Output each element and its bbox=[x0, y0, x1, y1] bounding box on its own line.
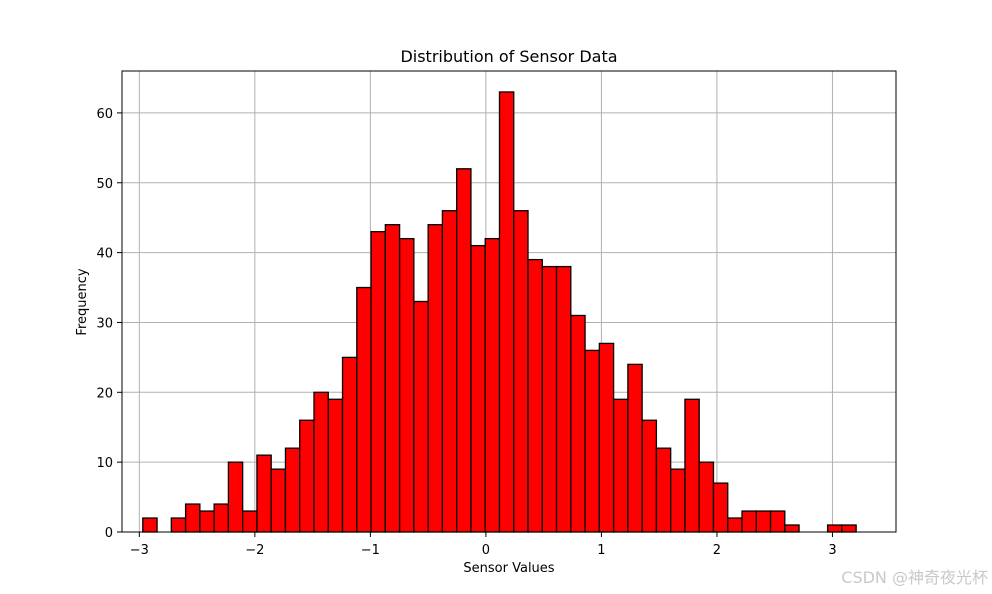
histogram-bar bbox=[341, 356, 358, 533]
histogram-bar bbox=[527, 258, 543, 533]
histogram-bar bbox=[641, 419, 658, 533]
histogram-bar bbox=[456, 168, 472, 533]
histogram-bar bbox=[370, 231, 386, 533]
histogram-bars bbox=[142, 91, 857, 533]
y-tick-label: 10 bbox=[96, 456, 113, 471]
histogram-bar bbox=[712, 482, 729, 533]
histogram-bar bbox=[727, 517, 743, 533]
histogram-bar bbox=[541, 265, 558, 533]
histogram-bar bbox=[199, 510, 215, 533]
histogram-bar bbox=[256, 454, 272, 533]
y-tick-label: 50 bbox=[96, 177, 113, 192]
histogram-bar bbox=[570, 314, 586, 533]
histogram-bar bbox=[555, 265, 572, 533]
histogram-bar bbox=[670, 468, 686, 533]
y-axis-label: Frequency bbox=[75, 268, 90, 335]
y-tick-label: 30 bbox=[96, 316, 113, 331]
histogram-bar bbox=[598, 342, 615, 533]
histogram-bar bbox=[170, 517, 187, 533]
histogram-bar bbox=[384, 224, 401, 533]
histogram-bar bbox=[784, 524, 800, 533]
histogram-bar bbox=[313, 391, 329, 533]
histogram-bar bbox=[227, 461, 244, 533]
x-tick-label: −1 bbox=[361, 543, 380, 558]
histogram-bar bbox=[684, 398, 700, 533]
chart-title: Distribution of Sensor Data bbox=[400, 47, 617, 66]
histogram-bar bbox=[184, 503, 201, 533]
histogram-bar bbox=[270, 468, 287, 533]
histogram-bar bbox=[627, 363, 643, 533]
histogram-bar bbox=[470, 244, 486, 533]
histogram-bar bbox=[841, 524, 857, 533]
plot-frame bbox=[121, 70, 897, 533]
histogram-bar bbox=[427, 224, 444, 533]
histogram-bar bbox=[612, 398, 629, 533]
histogram-bar bbox=[356, 286, 372, 533]
histogram-bar bbox=[498, 91, 515, 533]
histogram-bar bbox=[584, 349, 600, 533]
y-axis-ticks: 0 10 20 30 40 50 60 bbox=[96, 107, 122, 541]
histogram-bar bbox=[284, 447, 301, 533]
x-tick-label: 0 bbox=[482, 543, 490, 558]
x-tick-label: 1 bbox=[597, 543, 605, 558]
histogram-bar bbox=[242, 510, 258, 533]
histogram-bar bbox=[413, 300, 429, 533]
x-tick-label: −2 bbox=[245, 543, 264, 558]
x-tick-label: 3 bbox=[828, 543, 836, 558]
histogram-bar bbox=[755, 510, 772, 533]
x-axis-ticks: −3 −2 −1 0 1 2 3 bbox=[130, 532, 837, 558]
y-tick-label: 0 bbox=[105, 526, 113, 541]
watermark-text: CSDN @神奇夜光杯 bbox=[841, 568, 988, 587]
x-tick-label: 2 bbox=[713, 543, 721, 558]
x-tick-label: −3 bbox=[130, 543, 149, 558]
x-axis-label: Sensor Values bbox=[463, 561, 554, 576]
histogram-bar bbox=[327, 398, 344, 533]
y-tick-label: 40 bbox=[96, 247, 113, 262]
y-tick-label: 20 bbox=[96, 386, 113, 401]
histogram-bar bbox=[741, 510, 757, 533]
histogram-bar bbox=[441, 210, 458, 533]
histogram-bar bbox=[769, 510, 786, 533]
histogram-bar bbox=[698, 461, 715, 533]
histogram-bar bbox=[484, 237, 501, 533]
histogram-bar bbox=[655, 447, 672, 533]
histogram-bar bbox=[213, 503, 230, 533]
histogram-bar bbox=[142, 517, 158, 533]
histogram-bar bbox=[826, 524, 843, 533]
y-tick-label: 60 bbox=[96, 107, 113, 122]
histogram-bar bbox=[299, 419, 315, 533]
histogram-bar bbox=[398, 237, 415, 533]
histogram-bar bbox=[513, 210, 529, 533]
